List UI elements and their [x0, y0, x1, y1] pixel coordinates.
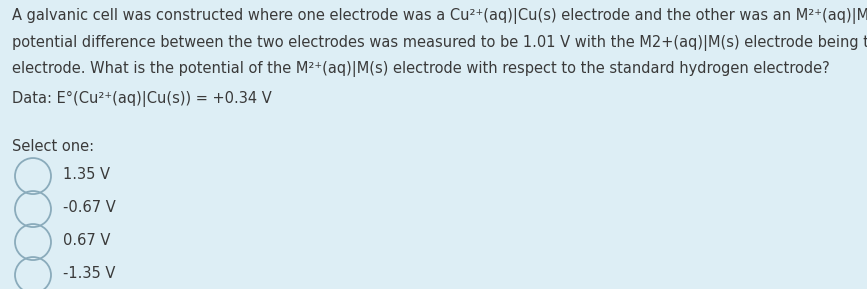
Text: Data: E°(Cu²⁺(aq)|Cu(s)) = +0.34 V: Data: E°(Cu²⁺(aq)|Cu(s)) = +0.34 V	[12, 90, 271, 107]
Text: Select one:: Select one:	[12, 139, 95, 154]
Text: 0.67 V: 0.67 V	[63, 233, 110, 248]
Text: potential difference between the two electrodes was measured to be 1.01 V with t: potential difference between the two ele…	[12, 34, 867, 51]
Text: electrode. What is the potential of the M²⁺(aq)|M(s) electrode with respect to t: electrode. What is the potential of the …	[12, 61, 830, 77]
Text: 1.35 V: 1.35 V	[63, 167, 110, 182]
Text: -0.67 V: -0.67 V	[63, 200, 116, 215]
Text: A galvanic cell was constructed where one electrode was a Cu²⁺(aq)|Cu(s) electro: A galvanic cell was constructed where on…	[12, 8, 867, 24]
Text: -1.35 V: -1.35 V	[63, 266, 115, 281]
